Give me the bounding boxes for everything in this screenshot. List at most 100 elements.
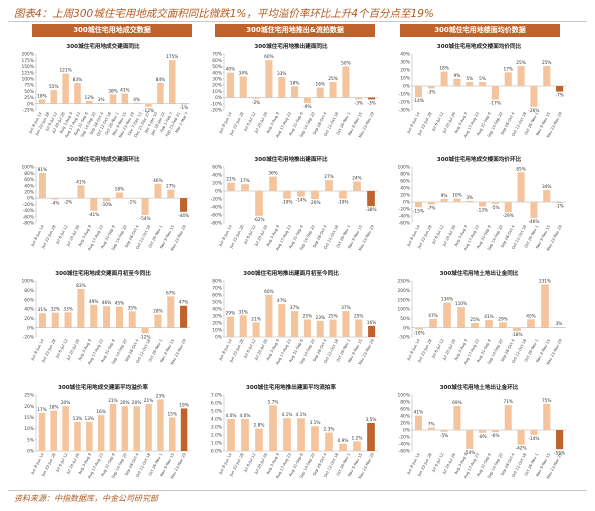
y-tick-label: 5.0% xyxy=(211,409,222,415)
y-tick-label: 50% xyxy=(212,64,222,70)
data-label: 81% xyxy=(38,167,48,173)
bar xyxy=(241,184,249,191)
y-tick-label: 5% xyxy=(27,437,34,443)
bar xyxy=(530,430,538,435)
y-tick-label: 40% xyxy=(212,70,222,76)
y-tick-label: 60% xyxy=(400,179,410,185)
bar xyxy=(414,86,422,98)
data-label: 37% xyxy=(290,305,300,311)
y-tick-label: 40% xyxy=(400,186,410,192)
y-tick-label: -20% xyxy=(211,197,222,203)
bar xyxy=(157,82,164,104)
data-label: -7% xyxy=(555,93,563,99)
y-tick-label: 30% xyxy=(212,314,222,320)
bar xyxy=(325,180,333,191)
y-tick-label: -80% xyxy=(23,221,34,227)
y-tick-label: -20% xyxy=(399,435,410,441)
bar-chart: 300城住宅用地推出建面平均流拍率 0.0% 1.0% 2.0% 3.0% 4.0% 5.0… xyxy=(211,383,378,479)
data-label: -9% xyxy=(303,104,311,110)
y-tick-label: 200% xyxy=(397,288,410,294)
bar xyxy=(353,181,361,191)
bar xyxy=(325,432,333,451)
data-label: 4.0% xyxy=(226,413,237,419)
bar xyxy=(339,191,347,199)
y-tick-label: -50% xyxy=(399,335,410,341)
data-label: 5% xyxy=(479,76,486,82)
y-tick-label: 10% xyxy=(212,328,222,334)
data-label: -46% xyxy=(528,219,539,225)
chart-title: 300城住宅用地土地出让金同比 xyxy=(440,269,519,277)
bar xyxy=(355,319,363,337)
y-tick-label: 40% xyxy=(24,307,34,313)
bar xyxy=(499,322,507,328)
bar xyxy=(367,423,375,451)
data-label: 9% xyxy=(454,73,461,79)
data-label: -54% xyxy=(140,216,151,222)
y-tick-label: 100% xyxy=(397,393,410,399)
data-label: 33% xyxy=(63,306,73,312)
y-tick-label: 75% xyxy=(24,83,34,89)
data-label: 21% xyxy=(251,316,261,322)
data-label: 25% xyxy=(303,314,313,320)
data-label: 33% xyxy=(277,71,287,77)
y-tick-label: 0% xyxy=(403,200,410,206)
data-label: 23% xyxy=(156,393,166,399)
data-label: 67% xyxy=(166,290,176,296)
data-label: 7% xyxy=(428,422,435,428)
data-label: 34% xyxy=(542,184,552,190)
y-tick-label: 150% xyxy=(21,64,34,70)
bar xyxy=(479,82,487,86)
data-label: -12% xyxy=(140,334,151,340)
bar xyxy=(141,198,149,215)
y-tick-label: 80% xyxy=(212,279,222,285)
data-label: 45% xyxy=(526,313,536,319)
bar xyxy=(167,296,175,328)
data-label: 27% xyxy=(324,174,334,180)
source-note: 资料来源：中指数据库，中金公司研究部 xyxy=(14,494,158,503)
chart-title: 300城住宅用地成交建面平均溢价率 xyxy=(58,383,148,391)
y-tick-label: 3.0% xyxy=(211,425,222,431)
bar xyxy=(77,185,85,199)
bar xyxy=(255,191,263,216)
bar xyxy=(265,295,273,337)
bar xyxy=(97,103,105,104)
data-label: -14% xyxy=(295,198,306,204)
data-label: -12% xyxy=(143,108,154,114)
data-label: -10% xyxy=(413,331,424,337)
bar xyxy=(427,427,435,430)
data-label: -26% xyxy=(528,108,539,114)
bar xyxy=(339,443,347,451)
bar xyxy=(133,406,140,451)
bar xyxy=(227,419,235,451)
data-label: 41% xyxy=(484,314,494,320)
y-tick-label: 30% xyxy=(400,60,410,66)
data-label: 47% xyxy=(428,313,438,319)
y-tick-label: 20% xyxy=(400,421,410,427)
bar xyxy=(74,83,81,104)
data-label: 3.5% xyxy=(366,417,377,423)
data-label: -5% xyxy=(440,433,448,439)
data-label: -15% xyxy=(413,208,424,214)
bar xyxy=(517,66,525,86)
y-tick-label: 60% xyxy=(400,407,410,413)
bar xyxy=(64,312,72,328)
data-label: -55% xyxy=(554,450,565,456)
bar xyxy=(64,198,72,199)
chart-panel: 300城住宅用地成交楼面均价同比 -30% -20% -10% 0% 10% 20% 30% 4… xyxy=(388,40,570,152)
data-label: -38% xyxy=(365,207,376,213)
chart-panel: 300城住宅用地推出建面平均流拍率 0.0% 1.0% 2.0% 3.0% 4.0% 5.0… xyxy=(200,381,382,493)
bar xyxy=(38,99,46,104)
bar xyxy=(239,315,247,337)
bar xyxy=(453,198,461,202)
data-label: 25% xyxy=(516,60,526,66)
bar xyxy=(241,419,249,451)
y-tick-label: 60% xyxy=(24,177,34,183)
data-label: 34% xyxy=(238,70,248,76)
y-tick-label: 80% xyxy=(400,400,410,406)
y-tick-label: -20% xyxy=(23,202,34,208)
bar xyxy=(103,198,111,202)
data-label: 38% xyxy=(108,88,118,94)
data-label: 35% xyxy=(127,305,137,311)
data-label: -18% xyxy=(511,332,522,338)
